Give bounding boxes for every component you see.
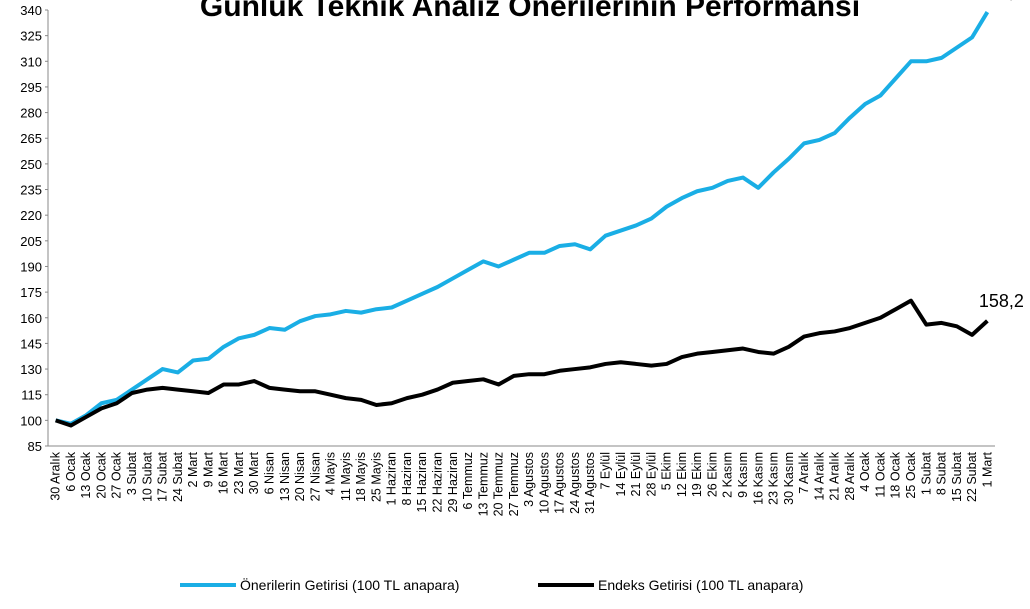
x-tick-label: 22 Haziran [430,452,444,512]
x-tick-label: 9 Mart [201,451,215,487]
legend-label: Önerilerin Getirisi (100 TL anapara) [240,576,459,593]
x-tick-label: 17 Subat [156,451,170,502]
x-tick-label: 24 Agustos [568,452,582,514]
x-tick-label: 25 Ocak [904,451,918,498]
x-tick-label: 2 Kasım [721,452,735,498]
x-tick-label: 3 Agustos [522,452,536,507]
x-tick-label: 10 Subat [140,451,154,502]
y-tick-label: 205 [20,234,42,249]
y-tick-label: 280 [20,106,42,121]
y-tick-label: 130 [20,362,42,377]
y-tick-label: 190 [20,259,42,274]
y-tick-label: 295 [20,80,42,95]
y-tick-label: 235 [20,183,42,198]
x-tick-label: 6 Ocak [64,451,78,491]
x-tick-label: 1 Mart [980,451,994,487]
x-tick-label: 31 Agustos [583,452,597,514]
x-tick-label: 20 Nisan [293,452,307,501]
x-tick-label: 4 Ocak [858,451,872,491]
x-tick-label: 14 Eylül [614,452,628,496]
x-tick-label: 13 Temmuz [476,452,490,516]
x-tick-label: 19 Ekim [690,452,704,497]
x-tick-label: 11 Ocak [873,451,887,497]
y-tick-label: 175 [20,285,42,300]
x-tick-label: 2 Mart [186,451,200,487]
x-tick-label: 18 Ocak [889,451,903,498]
x-tick-label: 10 Agustos [537,452,551,514]
y-tick-label: 145 [20,336,42,351]
x-tick-label: 12 Ekim [675,452,689,497]
x-tick-label: 28 Aralık [843,451,857,500]
x-tick-label: 26 Ekim [705,452,719,497]
x-tick-label: 29 Haziran [446,452,460,512]
x-tick-label: 7 Eylül [599,452,613,490]
y-tick-label: 85 [28,439,42,454]
x-tick-label: 27 Nisan [308,452,322,501]
x-tick-label: 8 Subat [935,451,949,495]
x-tick-label: 5 Ekim [660,452,674,490]
x-tick-label: 24 Subat [171,451,185,502]
x-tick-label: 18 Mayis [354,452,368,502]
x-tick-label: 15 Haziran [415,452,429,512]
x-tick-label: 16 Kasım [751,452,765,505]
x-tick-label: 3 Subat [125,451,139,495]
x-tick-label: 9 Kasım [736,452,750,498]
x-tick-label: 25 Mayis [369,452,383,502]
x-tick-label: 6 Nisan [262,452,276,494]
x-tick-label: 13 Nisan [278,452,292,501]
x-tick-label: 4 Mayis [324,452,338,495]
x-tick-label: 30 Aralık [49,451,63,500]
y-tick-label: 115 [21,388,42,403]
data-label: 158,2 [979,291,1024,311]
x-tick-label: 15 Subat [950,451,964,502]
data-label: 338,8 [979,0,1024,2]
y-tick-label: 160 [20,311,42,326]
y-tick-label: 250 [20,157,42,172]
y-tick-label: 325 [20,29,42,44]
y-tick-label: 340 [20,3,42,18]
x-tick-label: 20 Ocak [94,451,108,498]
x-tick-label: 11 Mayis [339,452,353,501]
x-tick-label: 22 Subat [965,451,979,502]
x-tick-label: 1 Subat [919,451,933,495]
x-tick-label: 27 Temmuz [507,452,521,516]
x-tick-label: 21 Aralık [828,451,842,500]
x-tick-label: 13 Ocak [79,451,93,498]
x-tick-label: 30 Kasım [782,452,796,505]
y-tick-label: 220 [20,208,42,223]
y-tick-label: 310 [20,54,42,69]
x-tick-label: 1 Haziran [385,452,399,506]
x-tick-label: 14 Aralık [812,451,826,500]
x-tick-label: 23 Kasım [767,452,781,505]
x-tick-label: 7 Aralık [797,451,811,493]
legend-label: Endeks Getirisi (100 TL anapara) [598,577,803,593]
x-tick-label: 28 Eylül [644,452,658,496]
x-tick-label: 16 Mart [217,451,231,494]
data-line [55,11,990,426]
data-line [55,298,989,428]
x-tick-label: 27 Ocak [110,451,124,498]
x-tick-label: 30 Mart [247,451,261,494]
x-tick-label: 17 Agustos [553,452,567,514]
x-tick-label: 20 Temmuz [492,452,506,516]
x-tick-label: 23 Mart [232,451,246,494]
y-tick-label: 265 [20,131,42,146]
y-tick-label: 100 [20,413,42,428]
x-tick-label: 6 Temmuz [461,452,475,509]
x-tick-label: 21 Eylül [629,452,643,496]
chart-title: Günlük Teknik Analiz Önerilerinin Perfor… [200,0,860,23]
x-tick-label: 8 Haziran [400,452,414,506]
